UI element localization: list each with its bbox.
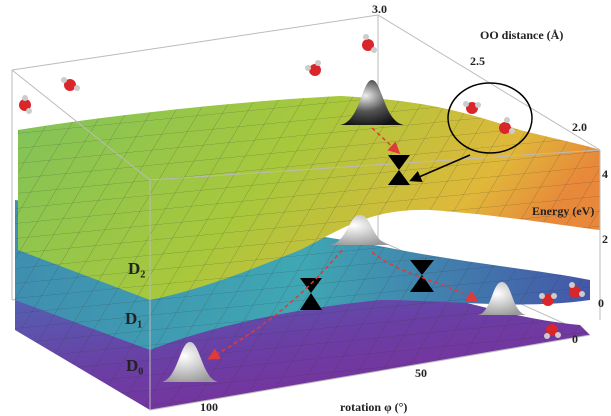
axis-label: OO distance (Å) — [480, 28, 563, 42]
axis-label: Energy (eV) — [532, 204, 594, 218]
tick-label: 3.0 — [372, 2, 387, 16]
tick-label: 100 — [200, 400, 218, 414]
state-label: D₂ — [128, 259, 145, 278]
tick-label: 2 — [602, 232, 608, 246]
tick-label: 4 — [602, 167, 608, 181]
state-label: D₀ — [126, 356, 143, 375]
state-label: D₁ — [125, 309, 142, 328]
tick-label: 2.5 — [470, 54, 485, 68]
tick-label: 0 — [572, 332, 578, 346]
axis-label: rotation φ (°) — [340, 400, 407, 414]
figure: OO distance (Å) 3.0 2.5 2.0 Energy (eV) … — [0, 0, 611, 416]
tick-label: 0 — [598, 296, 604, 310]
tick-label: 2.0 — [572, 120, 587, 134]
tick-label: 50 — [415, 366, 427, 380]
